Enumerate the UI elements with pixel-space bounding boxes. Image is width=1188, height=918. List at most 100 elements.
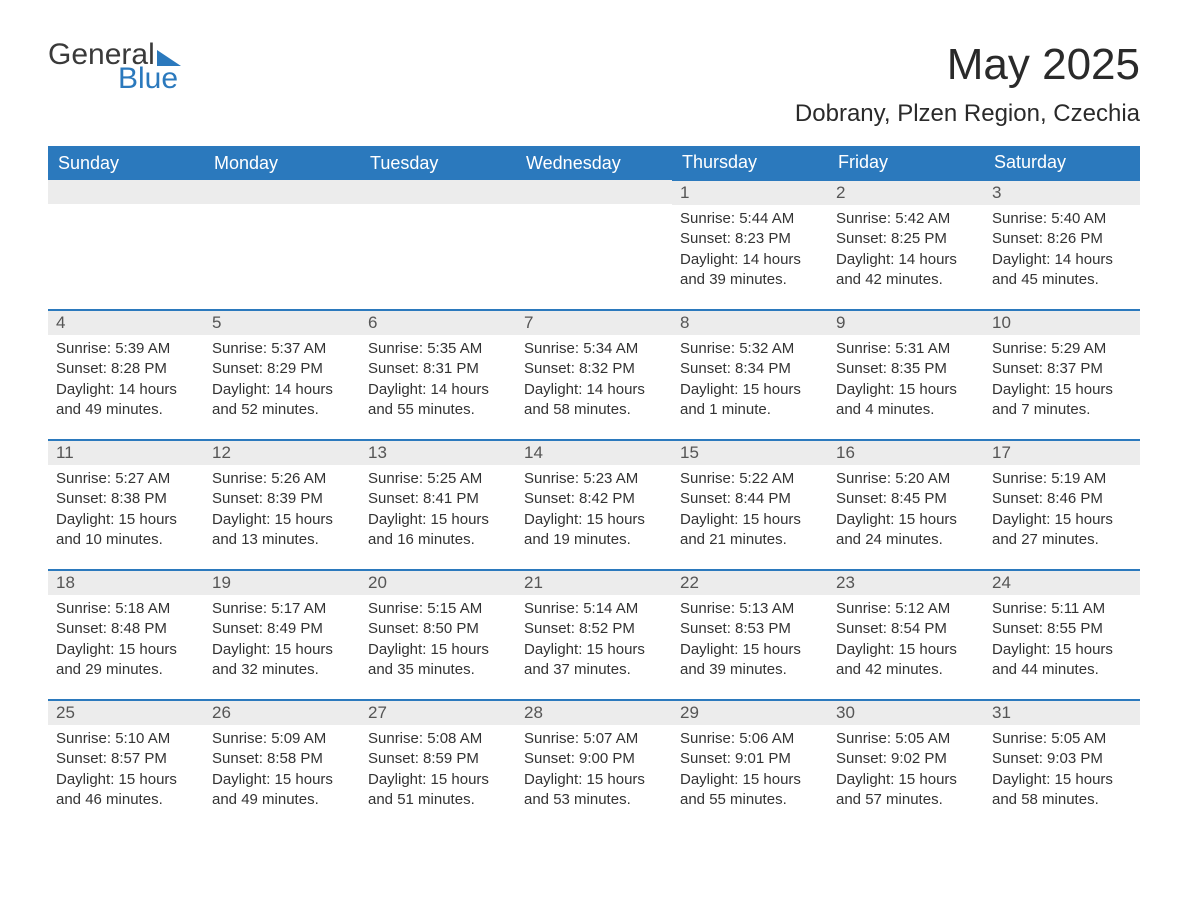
sunrise-text: Sunrise: 5:17 AM [212,599,352,619]
sunset-text: Sunset: 8:54 PM [836,619,976,639]
day-number: 17 [984,441,1140,465]
day-number: 8 [672,311,828,335]
daylight-text: Daylight: 14 hours and 52 minutes. [212,380,352,421]
day-number: 16 [828,441,984,465]
daylight-text: Daylight: 14 hours and 45 minutes. [992,250,1132,291]
day-body: Sunrise: 5:29 AMSunset: 8:37 PMDaylight:… [984,335,1140,428]
day-header: Tuesday [360,146,516,180]
sunset-text: Sunset: 9:01 PM [680,749,820,769]
day-body: Sunrise: 5:18 AMSunset: 8:48 PMDaylight:… [48,595,204,688]
day-body: Sunrise: 5:15 AMSunset: 8:50 PMDaylight:… [360,595,516,688]
day-number-empty [204,180,360,204]
day-body: Sunrise: 5:12 AMSunset: 8:54 PMDaylight:… [828,595,984,688]
day-header: Sunday [48,146,204,180]
sunset-text: Sunset: 8:37 PM [992,359,1132,379]
day-number: 25 [48,701,204,725]
daylight-text: Daylight: 15 hours and 27 minutes. [992,510,1132,551]
calendar-row: 11Sunrise: 5:27 AMSunset: 8:38 PMDayligh… [48,440,1140,570]
day-number: 14 [516,441,672,465]
calendar-cell: 31Sunrise: 5:05 AMSunset: 9:03 PMDayligh… [984,700,1140,830]
calendar-cell-empty [204,180,360,310]
calendar-cell: 9Sunrise: 5:31 AMSunset: 8:35 PMDaylight… [828,310,984,440]
calendar-cell: 5Sunrise: 5:37 AMSunset: 8:29 PMDaylight… [204,310,360,440]
sunset-text: Sunset: 9:02 PM [836,749,976,769]
sunset-text: Sunset: 8:42 PM [524,489,664,509]
sunset-text: Sunset: 8:59 PM [368,749,508,769]
daylight-text: Daylight: 14 hours and 55 minutes. [368,380,508,421]
day-body: Sunrise: 5:20 AMSunset: 8:45 PMDaylight:… [828,465,984,558]
calendar-cell: 8Sunrise: 5:32 AMSunset: 8:34 PMDaylight… [672,310,828,440]
sunset-text: Sunset: 8:23 PM [680,229,820,249]
sunrise-text: Sunrise: 5:31 AM [836,339,976,359]
calendar-cell: 6Sunrise: 5:35 AMSunset: 8:31 PMDaylight… [360,310,516,440]
daylight-text: Daylight: 15 hours and 4 minutes. [836,380,976,421]
day-number: 11 [48,441,204,465]
day-body: Sunrise: 5:37 AMSunset: 8:29 PMDaylight:… [204,335,360,428]
day-header: Saturday [984,146,1140,180]
sunrise-text: Sunrise: 5:18 AM [56,599,196,619]
sunrise-text: Sunrise: 5:23 AM [524,469,664,489]
sunrise-text: Sunrise: 5:22 AM [680,469,820,489]
sunrise-text: Sunrise: 5:05 AM [836,729,976,749]
day-body: Sunrise: 5:42 AMSunset: 8:25 PMDaylight:… [828,205,984,298]
sunrise-text: Sunrise: 5:34 AM [524,339,664,359]
calendar-cell: 1Sunrise: 5:44 AMSunset: 8:23 PMDaylight… [672,180,828,310]
calendar-cell: 10Sunrise: 5:29 AMSunset: 8:37 PMDayligh… [984,310,1140,440]
day-body: Sunrise: 5:32 AMSunset: 8:34 PMDaylight:… [672,335,828,428]
day-body: Sunrise: 5:13 AMSunset: 8:53 PMDaylight:… [672,595,828,688]
calendar-cell: 14Sunrise: 5:23 AMSunset: 8:42 PMDayligh… [516,440,672,570]
day-number: 24 [984,571,1140,595]
day-number: 31 [984,701,1140,725]
calendar-cell: 22Sunrise: 5:13 AMSunset: 8:53 PMDayligh… [672,570,828,700]
sunset-text: Sunset: 8:45 PM [836,489,976,509]
sunset-text: Sunset: 8:52 PM [524,619,664,639]
daylight-text: Daylight: 15 hours and 49 minutes. [212,770,352,811]
sunset-text: Sunset: 8:31 PM [368,359,508,379]
sunrise-text: Sunrise: 5:42 AM [836,209,976,229]
day-number: 5 [204,311,360,335]
daylight-text: Daylight: 15 hours and 55 minutes. [680,770,820,811]
calendar-cell: 16Sunrise: 5:20 AMSunset: 8:45 PMDayligh… [828,440,984,570]
sunrise-text: Sunrise: 5:20 AM [836,469,976,489]
calendar-cell: 24Sunrise: 5:11 AMSunset: 8:55 PMDayligh… [984,570,1140,700]
sunset-text: Sunset: 8:28 PM [56,359,196,379]
sunrise-text: Sunrise: 5:19 AM [992,469,1132,489]
calendar-cell: 13Sunrise: 5:25 AMSunset: 8:41 PMDayligh… [360,440,516,570]
day-body: Sunrise: 5:40 AMSunset: 8:26 PMDaylight:… [984,205,1140,298]
sunrise-text: Sunrise: 5:35 AM [368,339,508,359]
day-body: Sunrise: 5:11 AMSunset: 8:55 PMDaylight:… [984,595,1140,688]
sunset-text: Sunset: 8:41 PM [368,489,508,509]
calendar-cell: 11Sunrise: 5:27 AMSunset: 8:38 PMDayligh… [48,440,204,570]
calendar-cell: 25Sunrise: 5:10 AMSunset: 8:57 PMDayligh… [48,700,204,830]
sunset-text: Sunset: 8:46 PM [992,489,1132,509]
sunrise-text: Sunrise: 5:26 AM [212,469,352,489]
daylight-text: Daylight: 14 hours and 58 minutes. [524,380,664,421]
daylight-text: Daylight: 15 hours and 7 minutes. [992,380,1132,421]
daylight-text: Daylight: 15 hours and 53 minutes. [524,770,664,811]
calendar-row: 1Sunrise: 5:44 AMSunset: 8:23 PMDaylight… [48,180,1140,310]
day-number: 19 [204,571,360,595]
calendar-body: 1Sunrise: 5:44 AMSunset: 8:23 PMDaylight… [48,180,1140,830]
daylight-text: Daylight: 15 hours and 42 minutes. [836,640,976,681]
daylight-text: Daylight: 15 hours and 16 minutes. [368,510,508,551]
day-body: Sunrise: 5:31 AMSunset: 8:35 PMDaylight:… [828,335,984,428]
day-number: 23 [828,571,984,595]
day-body: Sunrise: 5:07 AMSunset: 9:00 PMDaylight:… [516,725,672,818]
calendar-cell-empty [360,180,516,310]
sunrise-text: Sunrise: 5:10 AM [56,729,196,749]
sunset-text: Sunset: 8:49 PM [212,619,352,639]
daylight-text: Daylight: 15 hours and 51 minutes. [368,770,508,811]
daylight-text: Daylight: 15 hours and 46 minutes. [56,770,196,811]
sunset-text: Sunset: 8:29 PM [212,359,352,379]
logo: General Blue [48,40,181,94]
daylight-text: Daylight: 15 hours and 35 minutes. [368,640,508,681]
sunset-text: Sunset: 8:55 PM [992,619,1132,639]
sunset-text: Sunset: 8:25 PM [836,229,976,249]
sunrise-text: Sunrise: 5:27 AM [56,469,196,489]
day-body: Sunrise: 5:26 AMSunset: 8:39 PMDaylight:… [204,465,360,558]
day-body: Sunrise: 5:05 AMSunset: 9:02 PMDaylight:… [828,725,984,818]
month-title: May 2025 [795,40,1140,90]
day-number: 4 [48,311,204,335]
day-body: Sunrise: 5:35 AMSunset: 8:31 PMDaylight:… [360,335,516,428]
day-number: 1 [672,181,828,205]
